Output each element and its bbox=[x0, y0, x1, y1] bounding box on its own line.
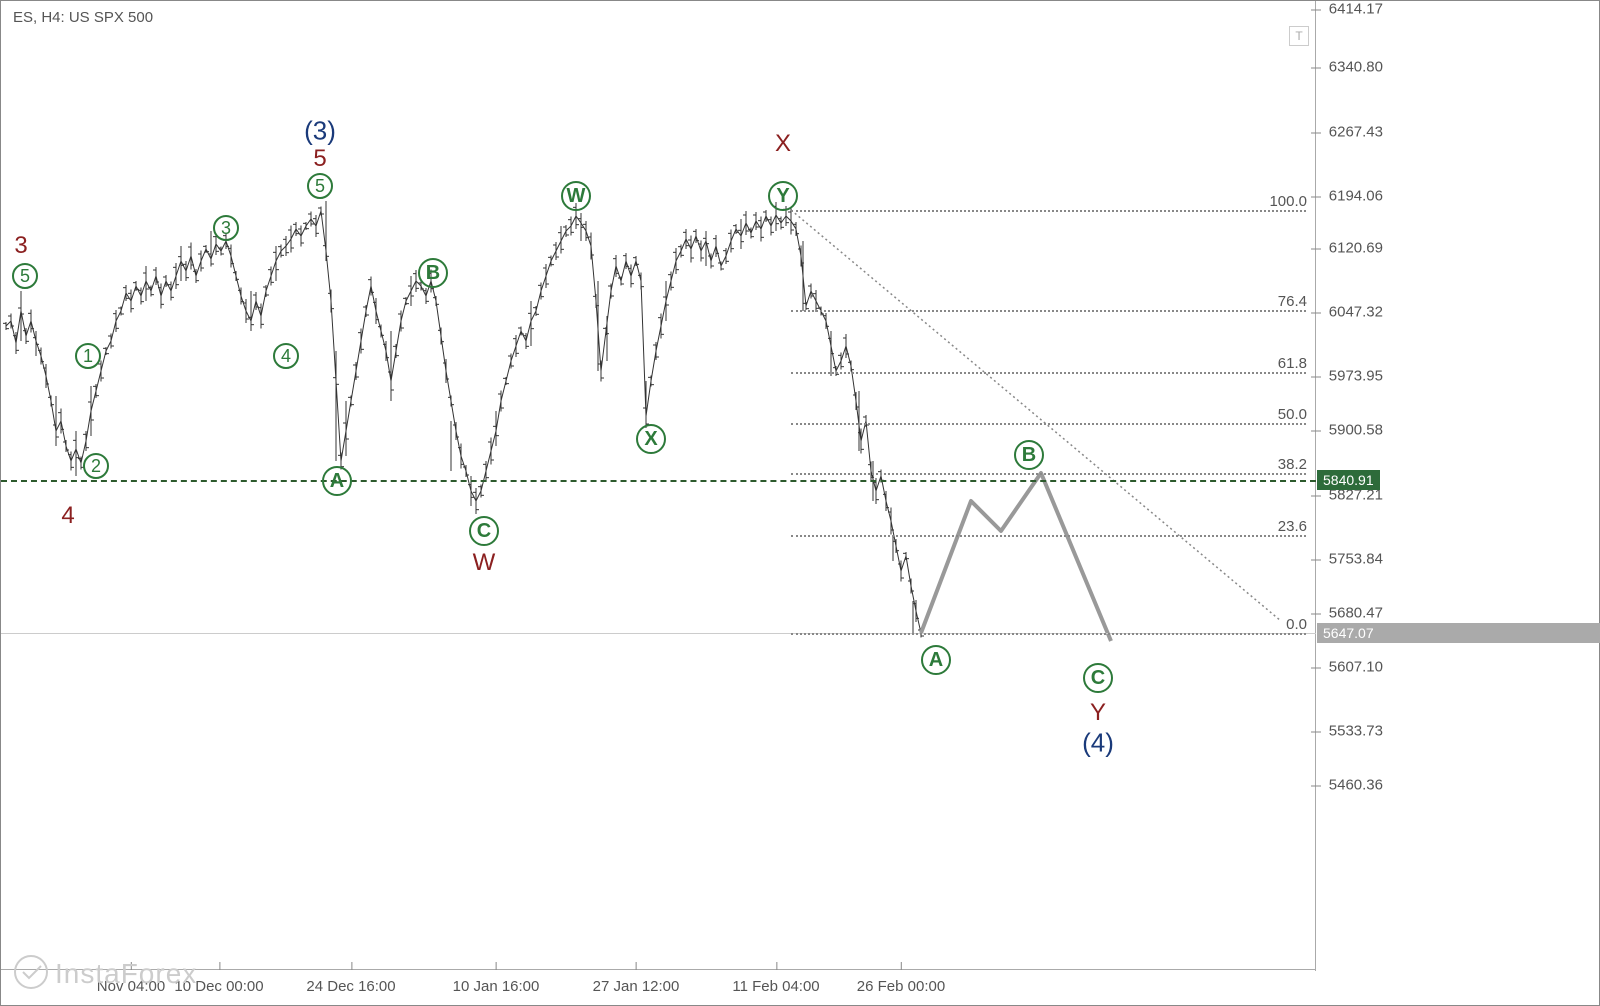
watermark-logo: InstaForex bbox=[11, 952, 197, 999]
fib-level-label: 0.0 bbox=[1286, 616, 1307, 633]
wave-label: C bbox=[469, 516, 499, 546]
wave-label: 4 bbox=[61, 502, 74, 530]
y-axis-tick: 5680.47 bbox=[1329, 605, 1383, 622]
wave-label: (4) bbox=[1082, 728, 1114, 759]
wave-label: 5 bbox=[313, 145, 326, 173]
fib-level-line bbox=[791, 473, 1306, 475]
current-price-label: 5840.91 bbox=[1317, 470, 1380, 490]
plot-area[interactable]: 100.076.461.850.038.223.60.0351243455(3)… bbox=[1, 1, 1316, 971]
y-axis-tick: 5460.36 bbox=[1329, 777, 1383, 794]
y-axis-tick: 6340.80 bbox=[1329, 59, 1383, 76]
wave-label: 1 bbox=[75, 343, 101, 369]
fib-level-line bbox=[791, 210, 1306, 212]
wave-label: B bbox=[418, 258, 448, 288]
fib-level-label: 61.8 bbox=[1278, 355, 1307, 372]
fib-level-label: 100.0 bbox=[1269, 193, 1307, 210]
price-chart-svg bbox=[1, 1, 1316, 971]
fib-level-line bbox=[791, 372, 1306, 374]
wave-label: X bbox=[636, 424, 666, 454]
y-axis-tick: 6414.17 bbox=[1329, 1, 1383, 18]
fib-level-label: 76.4 bbox=[1278, 293, 1307, 310]
chart-container: ES, H4: US SPX 500 T 100.076.461.850.038… bbox=[0, 0, 1600, 1006]
wave-label: C bbox=[1083, 663, 1113, 693]
wave-label: 4 bbox=[273, 343, 299, 369]
y-axis-tick: 5753.84 bbox=[1329, 551, 1383, 568]
fib-level-line bbox=[791, 423, 1306, 425]
wave-label: A bbox=[322, 466, 352, 496]
y-axis-tick: 6267.43 bbox=[1329, 124, 1383, 141]
fib-level-label: 38.2 bbox=[1278, 456, 1307, 473]
y-axis-tick: 5607.10 bbox=[1329, 659, 1383, 676]
wave-label: 3 bbox=[14, 232, 27, 260]
x-axis-tick: 10 Jan 16:00 bbox=[453, 978, 540, 995]
fib-level-line bbox=[791, 633, 1306, 635]
x-axis-tick: 27 Jan 12:00 bbox=[593, 978, 680, 995]
wave-label: A bbox=[921, 645, 951, 675]
wave-label: 5 bbox=[307, 173, 333, 199]
x-axis: Nov 04:0010 Dec 00:0024 Dec 16:0010 Jan … bbox=[1, 969, 1316, 1005]
wave-label: W bbox=[561, 181, 591, 211]
fib-level-label: 50.0 bbox=[1278, 406, 1307, 423]
fib-level-line bbox=[791, 535, 1306, 537]
current-price-line bbox=[1, 480, 1316, 482]
watermark-icon bbox=[11, 952, 51, 999]
fib-level-line bbox=[791, 310, 1306, 312]
y-axis-tick: 5900.58 bbox=[1329, 422, 1383, 439]
x-axis-tick: 24 Dec 16:00 bbox=[306, 978, 395, 995]
wave-label: 3 bbox=[213, 215, 239, 241]
wave-label: Y bbox=[768, 181, 798, 211]
y-axis-tick: 6194.06 bbox=[1329, 188, 1383, 205]
projected-price-label: 5647.07 bbox=[1317, 623, 1600, 643]
wave-label: (3) bbox=[304, 116, 336, 147]
y-axis-tick: 5533.73 bbox=[1329, 723, 1383, 740]
wave-label: 5 bbox=[12, 263, 38, 289]
y-axis-tick: 6120.69 bbox=[1329, 240, 1383, 257]
wave-label: W bbox=[473, 549, 496, 577]
y-axis-tick: 6047.32 bbox=[1329, 304, 1383, 321]
wave-label: B bbox=[1014, 440, 1044, 470]
wave-label: Y bbox=[1090, 699, 1106, 727]
wave-label: X bbox=[775, 130, 791, 158]
wave-label: 2 bbox=[83, 453, 109, 479]
fib-level-label: 23.6 bbox=[1278, 518, 1307, 535]
x-axis-tick: 26 Feb 00:00 bbox=[857, 978, 945, 995]
x-axis-tick: 11 Feb 04:00 bbox=[732, 978, 819, 995]
watermark-text: InstaForex bbox=[55, 958, 197, 989]
y-axis-tick: 5973.95 bbox=[1329, 368, 1383, 385]
